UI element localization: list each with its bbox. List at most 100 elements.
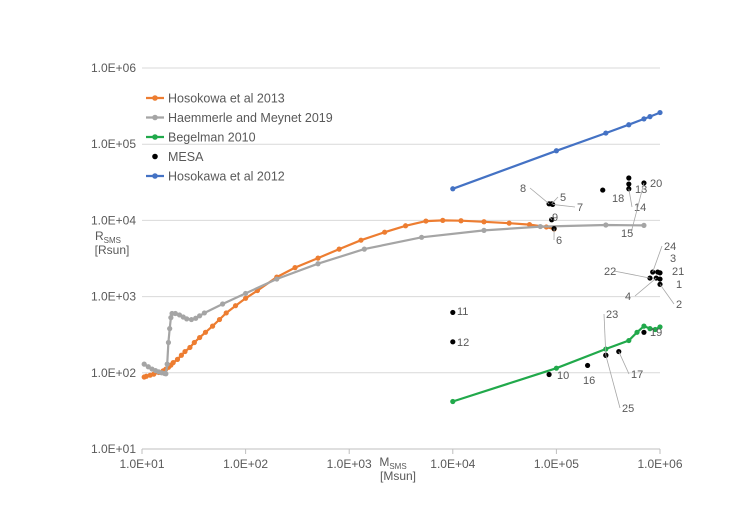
- mesa-point: [641, 180, 647, 186]
- data-point: [165, 339, 172, 346]
- data-point: [145, 364, 151, 370]
- data-point: [553, 148, 560, 154]
- data-point: [423, 218, 429, 224]
- mesa-point: [600, 187, 606, 193]
- data-point: [537, 223, 543, 230]
- mesa-point-label: 6: [556, 235, 562, 247]
- mesa-point: [647, 275, 653, 281]
- data-point: [652, 326, 658, 333]
- data-point: [458, 218, 464, 224]
- y-tick-label: 1.0E+02: [91, 366, 136, 380]
- mesa-point-label: 4: [625, 291, 631, 303]
- data-point: [315, 261, 321, 267]
- data-point: [402, 223, 409, 229]
- mesa-point-label: 8: [520, 183, 526, 195]
- legend-swatch-marker: [152, 95, 158, 101]
- legend-swatch-marker: [152, 153, 158, 160]
- y-axis-title-unit: [Rsun]: [95, 243, 130, 257]
- x-axis-title-sub: SMS: [389, 462, 406, 471]
- data-point: [481, 227, 487, 233]
- legend-label: Begelman 2010: [168, 131, 256, 145]
- legend-entry: MESA: [152, 150, 204, 164]
- data-point: [216, 316, 223, 323]
- label-leader-line: [551, 196, 559, 205]
- data-point: [193, 315, 199, 321]
- x-axis-title-letter: M: [379, 455, 389, 469]
- y-tick-label: 1.0E+03: [91, 290, 136, 304]
- data-point: [223, 310, 229, 316]
- mesa-point-label: 23: [606, 309, 618, 321]
- x-tick-label: 1.0E+03: [327, 457, 372, 471]
- mesa-point: [641, 329, 647, 335]
- x-tick-label: 1.0E+05: [534, 457, 579, 471]
- series-begelman-2010: [450, 323, 663, 405]
- data-point: [315, 255, 321, 261]
- data-point: [419, 234, 425, 240]
- x-tick-label: 1.0E+04: [430, 457, 475, 471]
- data-point: [626, 337, 632, 344]
- data-point: [641, 222, 647, 228]
- legend-label: MESA: [168, 150, 204, 164]
- y-axis-title-main: RSMS: [95, 229, 121, 245]
- data-point: [526, 222, 533, 228]
- label-leader-line: [659, 284, 675, 305]
- mesa-point-label: 21: [672, 266, 684, 278]
- data-point: [450, 186, 456, 192]
- label-leader-line: [529, 187, 550, 205]
- label-leader-line: [613, 270, 651, 279]
- x-tick-label: 1.0E+01: [119, 457, 164, 471]
- mesa-point-label: 12: [457, 337, 469, 349]
- mesa-point: [450, 339, 456, 345]
- mesa-point-label: 9: [552, 212, 558, 224]
- data-point: [358, 237, 364, 243]
- y-tick-label: 1.0E+05: [91, 137, 136, 151]
- x-axis-title-unit: [Msun]: [380, 469, 416, 483]
- label-leader-line: [549, 216, 553, 220]
- data-point: [178, 352, 184, 358]
- data-point: [481, 219, 487, 225]
- mesa-point: [626, 181, 632, 187]
- x-axis-title-main: MSMS: [379, 455, 406, 471]
- mesa-point-label: 7: [577, 202, 583, 214]
- x-tick-label: 1.0E+02: [223, 457, 268, 471]
- series-haemmerle-and-meynet-2019: [141, 222, 647, 377]
- data-point: [440, 217, 446, 223]
- label-leader-line: [552, 204, 576, 208]
- mesa-point: [551, 226, 557, 232]
- y-axis-title-letter: R: [95, 229, 104, 243]
- data-point: [201, 310, 207, 316]
- data-point: [232, 303, 239, 309]
- y-axis-title-sub: SMS: [104, 236, 121, 245]
- label-leader-line: [634, 277, 657, 297]
- data-point: [382, 229, 388, 235]
- data-point: [220, 301, 226, 307]
- data-point: [657, 324, 663, 330]
- data-point: [172, 310, 178, 317]
- data-point: [274, 276, 280, 282]
- label-leader-line: [618, 351, 630, 375]
- data-point: [243, 290, 249, 297]
- data-point: [209, 323, 216, 329]
- legend-label: Hosokawa et al 2012: [168, 170, 285, 184]
- legend-label: Haemmerle and Meynet 2019: [168, 111, 333, 125]
- legend-entry: Begelman 2010: [146, 131, 256, 145]
- mesa-point-label: 13: [635, 184, 647, 196]
- legend-swatch-marker: [152, 114, 158, 121]
- data-point: [197, 334, 203, 341]
- mesa-point-label: 10: [557, 370, 569, 382]
- y-tick-label: 1.0E+04: [91, 213, 136, 227]
- label-leader-line: [628, 188, 633, 208]
- data-point: [143, 373, 149, 379]
- label-leader-line: [630, 182, 645, 234]
- mesa-point: [584, 362, 591, 369]
- data-point: [184, 316, 190, 322]
- data-point: [188, 316, 195, 323]
- data-point: [292, 265, 298, 271]
- point-labels: 1112108579616182317201314151922243211242…: [457, 178, 684, 415]
- data-point: [141, 361, 147, 367]
- mesa-point: [626, 186, 632, 192]
- data-point: [626, 122, 632, 128]
- mesa-point-label: 5: [560, 192, 566, 204]
